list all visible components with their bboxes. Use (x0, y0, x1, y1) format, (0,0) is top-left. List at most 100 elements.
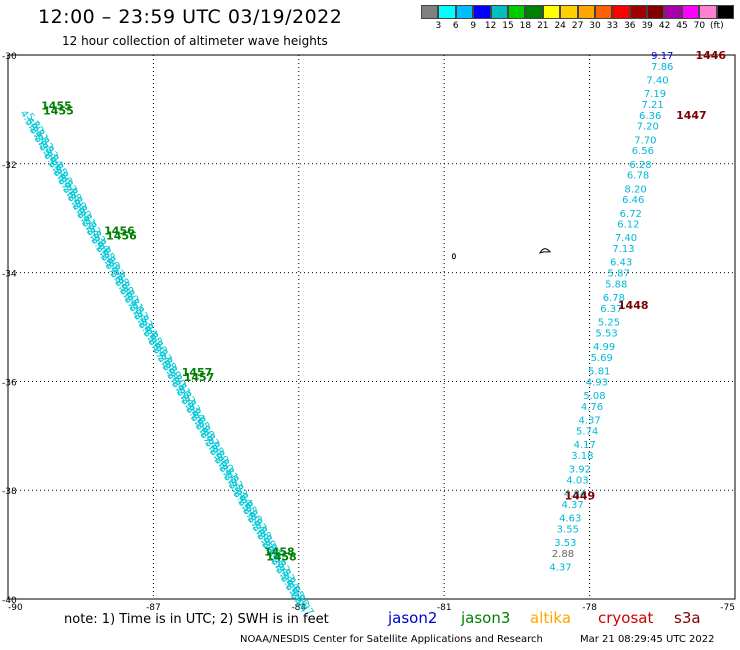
color-scale-label: 39 (641, 21, 653, 31)
color-swatch (647, 5, 665, 19)
color-scale-label: 9 (470, 21, 477, 31)
swh-value-label: 7.19 (644, 89, 666, 100)
island-outline (451, 253, 456, 260)
swh-value-label: 5.88 (605, 279, 627, 290)
legend-jason3: jason3 (461, 609, 511, 627)
swh-value-label: 7.86 (651, 62, 673, 73)
color-swatch (594, 5, 613, 19)
lon-tick-label: -90 (8, 603, 23, 613)
color-scale-label: 27 (571, 21, 584, 31)
lat-tick-label: -34 (2, 270, 17, 280)
swh-value-label: 3.53 (554, 538, 576, 549)
color-scale-label: (ft) (710, 21, 724, 31)
color-swatch (560, 5, 578, 19)
swh-value-label: 4.37 (549, 562, 571, 573)
legend-s3a: s3a (674, 609, 701, 627)
pass-time-label: 1455 (43, 104, 74, 117)
swh-value-label: 6.78 (627, 171, 649, 182)
color-swatch (490, 5, 508, 19)
color-scale-label: 6 (452, 21, 459, 31)
pass-time-label: 1457 (182, 366, 213, 379)
color-swatch (612, 5, 630, 19)
swh-value-label: 4.84 (564, 489, 586, 500)
pass-time-label: 1448 (618, 299, 649, 312)
swh-value-label: 5.81 (588, 367, 610, 378)
color-swatch (525, 5, 543, 19)
color-swatch (473, 5, 491, 19)
lon-tick-label: -84 (291, 603, 306, 613)
color-scale-label: 33 (606, 21, 619, 31)
lon-tick-label: -75 (720, 603, 735, 613)
swh-value-label: 4.63 (559, 513, 581, 524)
lat-tick-label: -36 (2, 378, 17, 388)
swh-value-label: 7.13 (612, 244, 634, 255)
pass-time-label: 1446 (695, 49, 726, 62)
color-swatch (681, 5, 700, 19)
color-scale-label: 24 (554, 21, 566, 31)
swh-value-label: 6.28 (629, 160, 651, 171)
swh-value-label: 6.78 (603, 293, 625, 304)
pass-time-label: 1458 (264, 545, 295, 558)
island-outline (538, 248, 551, 254)
swh-value-label: 5.08 (583, 391, 605, 402)
color-swatch (577, 5, 595, 19)
note-text: note: 1) Time is in UTC; 2) SWH is in fe… (64, 612, 329, 627)
legend-jason2: jason2 (388, 609, 438, 627)
pass-time-label: 1457 (184, 371, 215, 384)
pass-time-label: 1458 (266, 550, 297, 563)
color-scale-label: 18 (519, 21, 532, 31)
color-swatch (542, 5, 561, 19)
swh-value-label: 6.56 (632, 146, 654, 157)
swh-value-label: 3.92 (569, 464, 591, 475)
footer-timestamp: Mar 21 08:29:45 UTC 2022 (580, 634, 715, 645)
swh-value-label: 6.43 (610, 258, 632, 269)
swh-value-label: 5.69 (591, 353, 613, 364)
swh-value-label: 4.17 (574, 440, 596, 451)
pass-time-label: 1455 (41, 99, 72, 112)
swh-value-label: 4.37 (562, 500, 584, 511)
pass-time-label: 1449 (565, 490, 596, 503)
color-swatch (507, 5, 526, 19)
swh-value-label: 4.76 (581, 402, 603, 413)
pass-time-label: 1456 (104, 225, 135, 238)
color-scale-bar (421, 5, 735, 19)
map-subtitle: 12 hour collection of altimeter wave hei… (62, 34, 328, 48)
color-swatch (629, 5, 648, 19)
swh-value-label: 5.87 (608, 269, 630, 280)
legend-altika: altika (530, 609, 572, 627)
map-title: 12:00 – 23:59 UTC 03/19/2022 (38, 6, 343, 28)
swh-value-label: 2.88 (552, 549, 574, 560)
swh-value-label: 9.17 (651, 51, 673, 62)
swh-value-label: 5.53 (595, 328, 617, 339)
color-scale-label: 21 (537, 21, 549, 31)
swh-value-label: 4.03 (566, 475, 588, 486)
lat-tick-label: -38 (2, 487, 17, 497)
swh-value-label: 7.21 (641, 100, 663, 111)
swh-value-label: 6.36 (639, 111, 661, 122)
lon-tick-label: -81 (437, 603, 452, 613)
swh-value-label: 6.37 (600, 304, 622, 315)
map-frame (7, 54, 736, 600)
color-swatch (716, 5, 735, 19)
pass-time-label: 1456 (106, 230, 137, 243)
color-swatch (421, 5, 439, 19)
swh-value-label: 4.99 (593, 342, 615, 353)
color-scale-label: 30 (589, 21, 601, 31)
color-scale-label: 70 (693, 21, 706, 31)
color-swatch (455, 5, 474, 19)
color-scale-label: 42 (658, 21, 671, 31)
lat-tick-label: -32 (2, 161, 17, 171)
pass-time-label: 1447 (676, 109, 707, 122)
color-scale-label: 12 (484, 21, 497, 31)
swh-value-label: 6.46 (622, 195, 644, 206)
swh-value-label: 3.55 (557, 524, 579, 535)
lat-tick-label: -30 (2, 52, 17, 62)
color-scale-label: 15 (502, 21, 514, 31)
swh-value-label: 6.12 (617, 220, 639, 231)
swh-value-label: 4.93 (586, 377, 608, 388)
color-scale-label: 36 (624, 21, 636, 31)
swh-value-label: 7.40 (615, 233, 637, 244)
color-swatch (438, 5, 456, 19)
color-scale-label: 45 (676, 21, 688, 31)
